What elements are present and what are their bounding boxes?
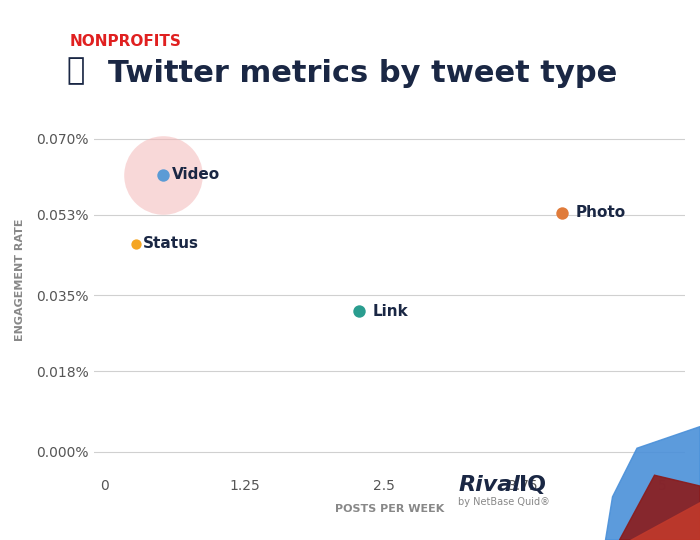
Text: Rival: Rival [458,475,520,495]
Text: Twitter metrics by tweet type: Twitter metrics by tweet type [108,59,617,88]
Point [158,170,169,179]
Text: Video: Video [172,167,220,182]
Text: 🐦: 🐦 [66,56,85,85]
X-axis label: POSTS PER WEEK: POSTS PER WEEK [335,504,444,514]
Text: Status: Status [143,237,199,252]
Text: Photo: Photo [575,205,626,220]
Text: Link: Link [372,303,408,319]
Text: by NetBase Quid®: by NetBase Quid® [458,497,550,507]
Point [158,170,169,179]
Text: NONPROFITS: NONPROFITS [70,34,182,49]
Point [556,208,568,217]
Y-axis label: ENGAGEMENT RATE: ENGAGEMENT RATE [15,219,25,341]
Point [130,240,141,248]
Text: IQ: IQ [519,475,547,495]
Point [354,307,365,315]
